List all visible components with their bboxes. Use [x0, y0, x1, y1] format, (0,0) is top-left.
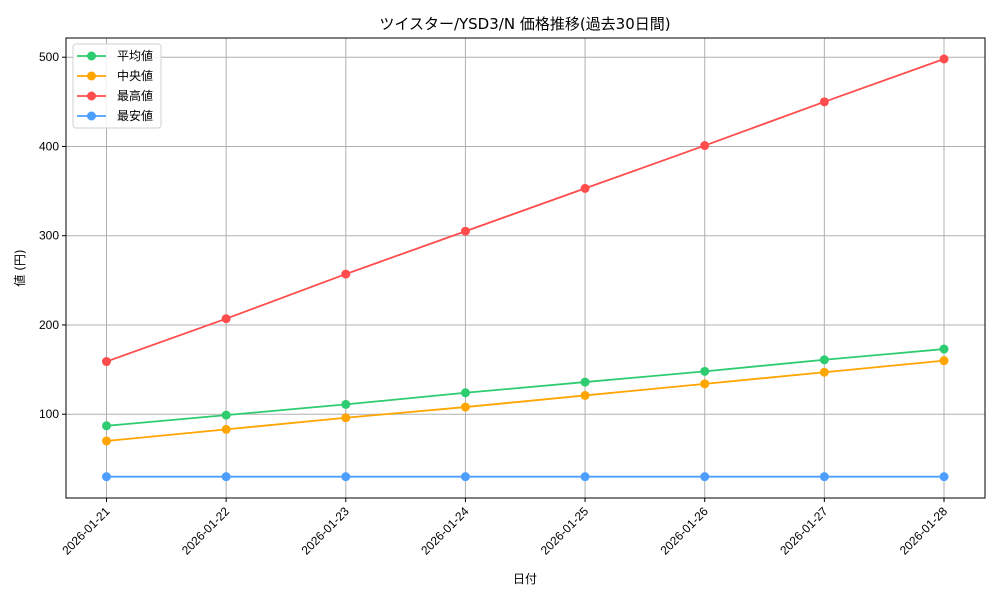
x-axis-label: 日付 [513, 572, 537, 586]
x-tick-label: 2026-01-23 [299, 504, 353, 558]
data-point [819, 355, 829, 365]
data-point [102, 357, 111, 367]
x-tick-label: 2026-01-26 [658, 504, 712, 558]
legend-box [72, 43, 162, 129]
data-point [939, 356, 949, 366]
data-point [221, 314, 231, 324]
x-tick-label: 2026-01-28 [897, 504, 951, 558]
data-point [102, 472, 111, 482]
plot-frame [65, 37, 986, 499]
data-point [819, 472, 829, 482]
data-point [819, 97, 829, 107]
x-tick-label: 2026-01-27 [777, 504, 831, 558]
data-point [700, 141, 710, 151]
y-tick-label: 500 [39, 50, 59, 64]
data-point [580, 183, 590, 193]
data-point [460, 402, 470, 412]
series-最高値 [102, 54, 949, 367]
data-point [580, 472, 590, 482]
legend-marker-icon [87, 91, 96, 101]
series-中央値 [102, 356, 949, 446]
data-point [819, 367, 829, 377]
legend-label: 最安値 [117, 108, 153, 123]
data-point [700, 379, 710, 389]
legend-item: 最安値 [77, 108, 153, 123]
data-point [939, 472, 949, 482]
data-point [580, 377, 590, 387]
x-tick-label: 2026-01-22 [179, 504, 233, 558]
legend-label: 平均値 [117, 48, 153, 63]
legend-item: 最高値 [77, 88, 153, 103]
series-最安値 [102, 472, 949, 482]
data-point [700, 472, 710, 482]
legend-label: 中央値 [117, 68, 153, 83]
y-tick-label: 200 [39, 318, 59, 332]
x-tick-label: 2026-01-24 [418, 504, 472, 558]
legend-item: 中央値 [77, 68, 153, 83]
data-point [700, 366, 710, 376]
series-line [106, 359, 945, 442]
data-point [460, 388, 470, 398]
y-tick-label: 300 [39, 229, 59, 243]
data-point [341, 413, 351, 423]
y-tick-label: 400 [39, 139, 59, 153]
series-line [106, 58, 945, 363]
x-axis-ticks: 2026-01-21 2026-01-22 2026-01-23 2026-01-24… [59, 498, 950, 558]
data-point [460, 226, 470, 236]
series-layer [102, 54, 949, 482]
x-tick-label: 2026-01-21 [59, 504, 113, 558]
data-point [341, 399, 351, 409]
data-point [221, 424, 231, 434]
legend-item: 平均値 [77, 48, 153, 63]
data-point [221, 410, 231, 420]
data-point [221, 472, 231, 482]
y-axis-label: 値 (円) [12, 249, 27, 286]
data-point [102, 436, 111, 446]
chart-title: ツイスター/YSD3/N 価格推移(過去30日間) [379, 15, 670, 33]
data-point [580, 390, 590, 400]
series-line [106, 348, 945, 427]
grid-lines [66, 38, 985, 498]
series-平均値 [102, 344, 949, 431]
legend-label: 最高値 [117, 88, 153, 103]
legend-marker-icon [87, 71, 96, 81]
data-point [460, 472, 470, 482]
data-point [341, 472, 351, 482]
legend-marker-icon [87, 51, 96, 61]
data-point [341, 269, 351, 279]
y-axis-ticks: 100 200 300 400 500 [39, 50, 66, 421]
data-point [102, 421, 111, 431]
y-tick-label: 100 [39, 407, 59, 421]
x-tick-label: 2026-01-25 [538, 504, 592, 558]
legend-marker-icon [87, 111, 96, 121]
data-point [939, 54, 949, 64]
data-point [939, 344, 949, 354]
